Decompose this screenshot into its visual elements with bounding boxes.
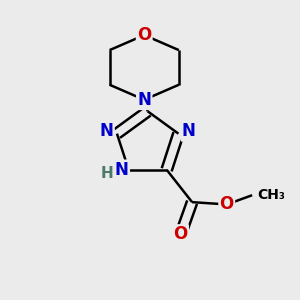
Text: N: N: [137, 91, 151, 109]
Text: O: O: [137, 26, 152, 44]
Text: H: H: [100, 166, 113, 181]
Text: N: N: [115, 161, 129, 179]
Text: CH₃: CH₃: [257, 188, 285, 202]
Text: N: N: [100, 122, 113, 140]
Text: N: N: [182, 122, 196, 140]
Text: O: O: [173, 226, 188, 244]
Text: O: O: [220, 195, 234, 213]
